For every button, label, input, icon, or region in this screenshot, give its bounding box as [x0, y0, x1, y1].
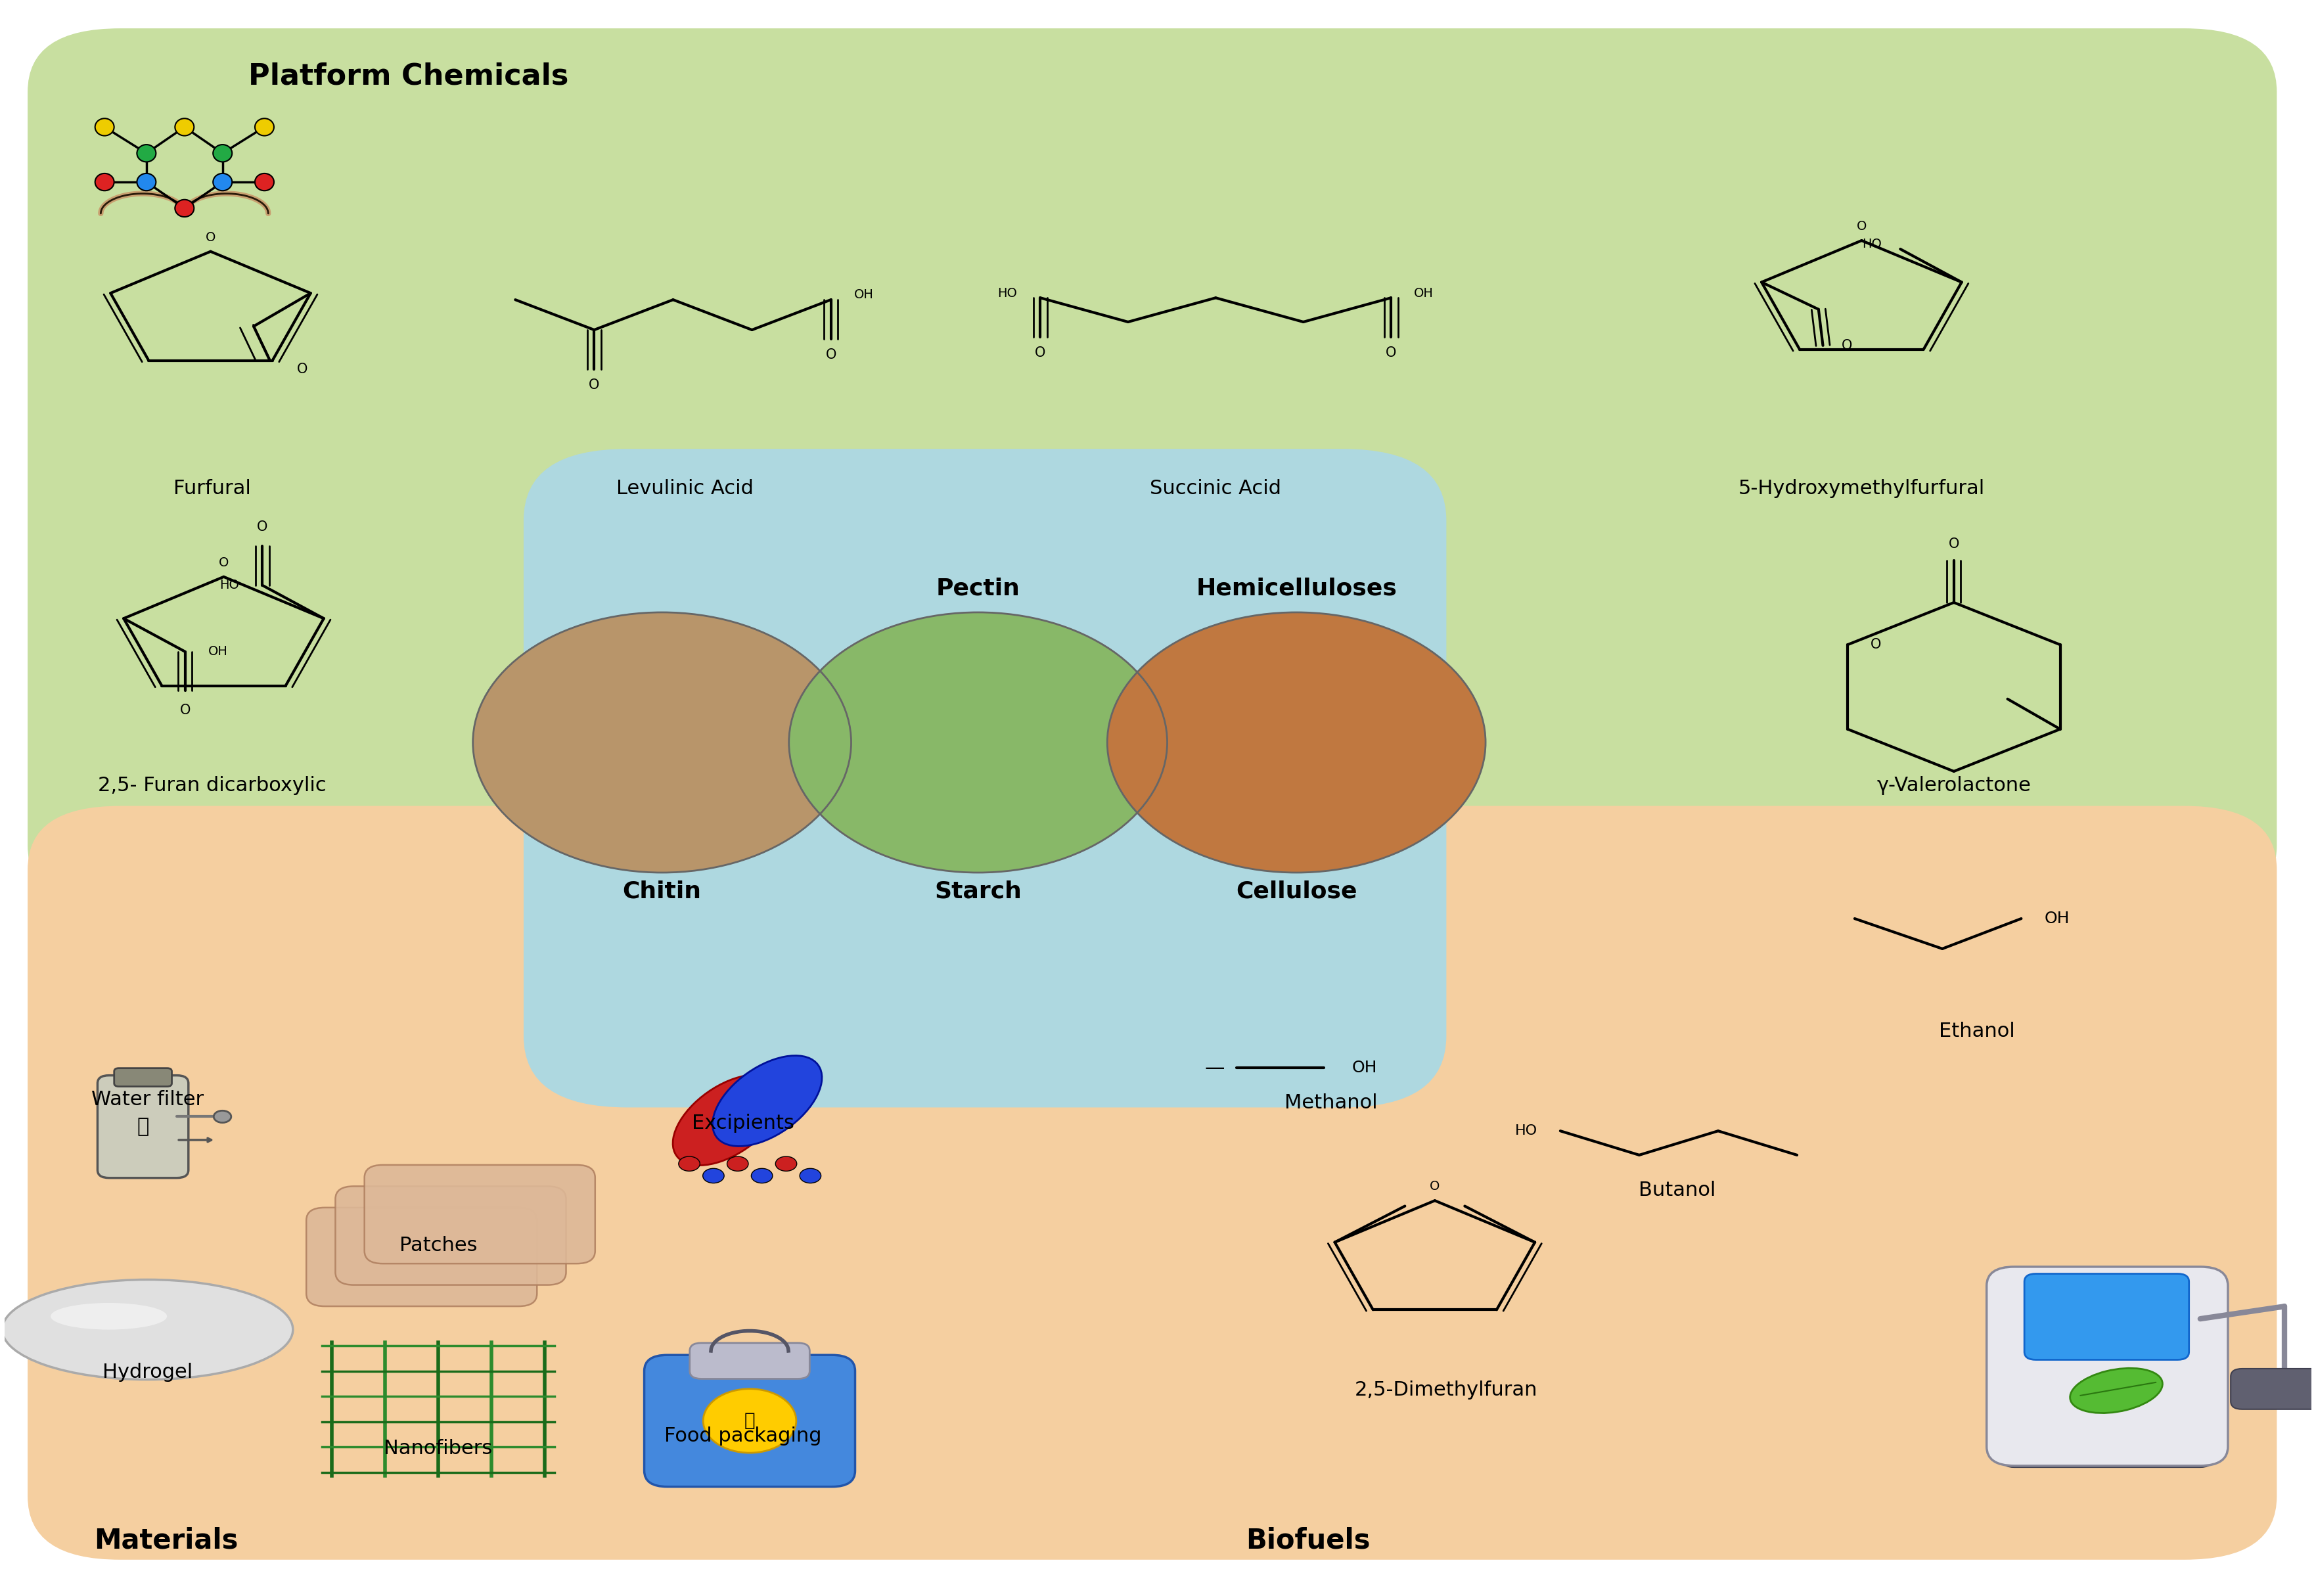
Text: O: O — [206, 231, 215, 244]
Text: OH: OH — [1353, 1060, 1378, 1076]
Ellipse shape — [674, 1074, 783, 1165]
Text: O: O — [1035, 346, 1047, 359]
Text: O: O — [1871, 638, 1881, 651]
Text: Platform Chemicals: Platform Chemicals — [248, 62, 567, 89]
FancyBboxPatch shape — [306, 1208, 537, 1306]
FancyBboxPatch shape — [1987, 1267, 2228, 1465]
Text: Materials: Materials — [95, 1527, 239, 1555]
Text: Succinic Acid: Succinic Acid — [1151, 479, 1281, 498]
Text: Pectin: Pectin — [936, 578, 1019, 600]
Ellipse shape — [176, 200, 195, 217]
Text: 🍴: 🍴 — [743, 1411, 755, 1430]
Text: O: O — [257, 520, 269, 533]
Text: 5-Hydroxymethylfurfural: 5-Hydroxymethylfurfural — [1739, 479, 1985, 498]
FancyBboxPatch shape — [28, 806, 2277, 1559]
Text: OH: OH — [855, 289, 873, 302]
Ellipse shape — [95, 118, 113, 136]
FancyBboxPatch shape — [97, 1076, 188, 1178]
Text: Ethanol: Ethanol — [1938, 1021, 2015, 1041]
Text: Water filter: Water filter — [90, 1090, 204, 1109]
Text: Methanol: Methanol — [1285, 1093, 1378, 1112]
Text: O: O — [1948, 538, 1959, 551]
Ellipse shape — [137, 174, 155, 190]
Text: HO: HO — [220, 579, 239, 592]
Circle shape — [903, 691, 1054, 795]
Text: O: O — [1857, 220, 1867, 233]
FancyBboxPatch shape — [28, 29, 2277, 910]
Text: O: O — [218, 557, 229, 568]
Text: 2,5- Furan dicarboxylic: 2,5- Furan dicarboxylic — [97, 776, 327, 795]
Text: Starch: Starch — [933, 881, 1021, 903]
Text: Chitin: Chitin — [623, 881, 702, 903]
Ellipse shape — [255, 118, 273, 136]
Ellipse shape — [2071, 1368, 2163, 1412]
Text: HO: HO — [1515, 1124, 1538, 1138]
Text: Nanofibers: Nanofibers — [384, 1440, 493, 1459]
Text: Levulinic Acid: Levulinic Acid — [616, 479, 753, 498]
Circle shape — [702, 1168, 725, 1183]
FancyBboxPatch shape — [113, 1068, 171, 1087]
Text: Excipients: Excipients — [692, 1114, 794, 1133]
Circle shape — [213, 1111, 232, 1122]
Text: 2,5-Dimethylfuran: 2,5-Dimethylfuran — [1355, 1381, 1538, 1400]
Text: O: O — [1841, 338, 1853, 353]
FancyBboxPatch shape — [523, 448, 1448, 1108]
Ellipse shape — [176, 118, 195, 136]
Circle shape — [679, 1157, 699, 1171]
Text: Patches: Patches — [398, 1235, 477, 1254]
Circle shape — [586, 691, 739, 795]
Circle shape — [776, 1157, 797, 1171]
Text: OH: OH — [208, 645, 227, 658]
Text: Furfural: Furfural — [174, 479, 250, 498]
Ellipse shape — [137, 145, 155, 161]
Circle shape — [799, 1168, 820, 1183]
Text: Hydrogel: Hydrogel — [102, 1363, 192, 1382]
Text: 💧: 💧 — [137, 1117, 148, 1136]
Circle shape — [704, 1389, 797, 1452]
Text: OH: OH — [2045, 911, 2071, 927]
Text: O: O — [1385, 346, 1397, 359]
Text: O: O — [296, 362, 308, 375]
Text: γ-Valerolactone: γ-Valerolactone — [1876, 776, 2031, 795]
Ellipse shape — [95, 174, 113, 190]
Circle shape — [472, 613, 852, 873]
Ellipse shape — [2, 1280, 292, 1379]
Text: O: O — [588, 378, 600, 391]
Text: O: O — [824, 348, 836, 362]
Circle shape — [845, 651, 1109, 833]
FancyBboxPatch shape — [336, 1186, 565, 1285]
Circle shape — [530, 651, 794, 833]
Text: OH: OH — [1415, 287, 1434, 300]
Text: Cellulose: Cellulose — [1237, 881, 1357, 903]
Circle shape — [1165, 651, 1429, 833]
Circle shape — [1221, 691, 1371, 795]
FancyBboxPatch shape — [690, 1342, 811, 1379]
Circle shape — [750, 1168, 774, 1183]
Text: Hemicelluloses: Hemicelluloses — [1195, 578, 1397, 600]
FancyBboxPatch shape — [364, 1165, 595, 1264]
Ellipse shape — [213, 174, 232, 190]
Ellipse shape — [255, 174, 273, 190]
Circle shape — [1107, 613, 1485, 873]
FancyBboxPatch shape — [644, 1355, 855, 1487]
FancyBboxPatch shape — [2024, 1274, 2189, 1360]
Ellipse shape — [713, 1055, 822, 1146]
Circle shape — [790, 613, 1167, 873]
Text: Food packaging: Food packaging — [665, 1427, 822, 1446]
Text: O: O — [1429, 1179, 1441, 1192]
Text: —: — — [1204, 1058, 1225, 1077]
Text: HO: HO — [1862, 238, 1883, 251]
Text: HO: HO — [998, 287, 1017, 300]
Ellipse shape — [51, 1302, 167, 1329]
Text: O: O — [181, 704, 190, 717]
Text: Biofuels: Biofuels — [1246, 1527, 1371, 1555]
Text: Butanol: Butanol — [1637, 1181, 1716, 1200]
Circle shape — [727, 1157, 748, 1171]
Ellipse shape — [213, 145, 232, 161]
FancyBboxPatch shape — [2003, 1436, 2212, 1467]
FancyBboxPatch shape — [2230, 1369, 2316, 1409]
